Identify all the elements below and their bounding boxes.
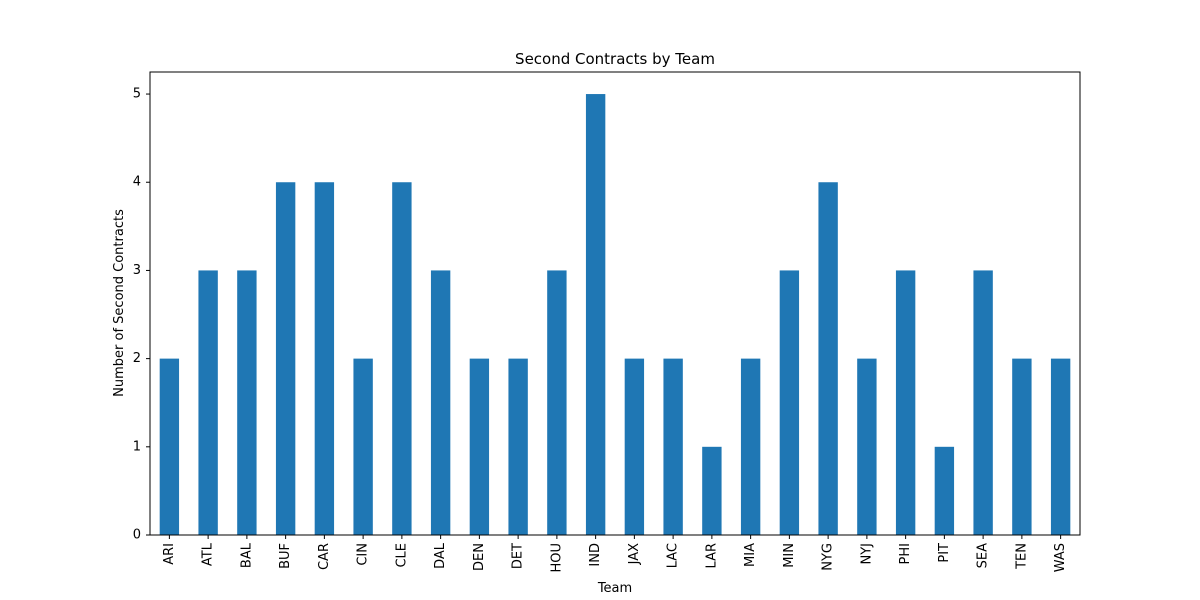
x-tick-label: MIN (782, 543, 797, 568)
x-tick-label: NYG (821, 543, 836, 571)
x-tick-label: MIA (743, 543, 758, 567)
bar-cle (392, 182, 412, 536)
bar-ind (585, 94, 606, 536)
bar-ten (1012, 358, 1032, 535)
y-tick-label: 2 (133, 351, 141, 366)
bar-jax (624, 358, 645, 535)
x-tick-label: BAL (239, 542, 254, 568)
bar-ari (159, 358, 180, 535)
y-ticks-group: 0 1 2 3 4 5 (133, 87, 150, 543)
bar-lar (702, 446, 722, 535)
bar-cin (353, 358, 373, 535)
bar-mia (740, 358, 761, 535)
plot-frame (149, 71, 1081, 536)
x-tick-label: LAC (666, 543, 681, 568)
x-tick-label: DEN (472, 543, 487, 571)
y-tick-label: 1 (133, 439, 141, 454)
x-ticks-group: ARI ATL BAL BUF CAR CIN CLE DAL DEN DET HOU IND JAX L… (162, 535, 1068, 573)
x-tick-label: DET (511, 543, 526, 569)
x-axis-label: Team (597, 581, 632, 596)
bar-lac (663, 358, 683, 535)
x-tick-label: CAR (317, 543, 332, 570)
bar-nyg (818, 182, 838, 536)
x-tick-label: PIT (937, 543, 952, 563)
bar-sea (973, 270, 993, 535)
bar-dal (430, 270, 451, 535)
x-tick-label: JAX (627, 543, 642, 565)
x-tick-label: ATL (201, 542, 216, 566)
y-tick-label: 4 (133, 175, 141, 190)
bar-pit (934, 446, 955, 535)
bar-was (1050, 358, 1071, 535)
bars-group (159, 94, 1071, 536)
bar-hou (547, 270, 567, 535)
x-tick-label: SEA (976, 543, 991, 568)
bar-car (314, 182, 335, 536)
bar-den (469, 358, 490, 535)
bar-atl (198, 270, 218, 535)
x-tick-label: ARI (162, 543, 177, 565)
x-tick-label: WAS (1053, 543, 1068, 572)
x-tick-label: LAR (704, 543, 719, 568)
bar-phi (895, 270, 916, 535)
chart-title: Second Contracts by Team (515, 50, 715, 68)
bar-buf (275, 182, 296, 536)
y-tick-label: 5 (133, 87, 141, 102)
y-tick-label: 0 (133, 528, 141, 543)
bar-min (779, 270, 800, 535)
bar-det (508, 358, 528, 535)
y-axis-label: Number of Second Contracts (112, 209, 127, 397)
x-tick-label: BUF (278, 543, 293, 569)
x-tick-label: DAL (433, 542, 448, 569)
x-tick-label: IND (588, 543, 603, 567)
y-tick-label: 3 (133, 263, 141, 278)
x-tick-label: CIN (356, 543, 371, 566)
bar-bal (237, 270, 257, 535)
x-tick-label: TEN (1014, 543, 1029, 570)
x-tick-label: NYJ (859, 543, 874, 565)
x-tick-label: PHI (898, 543, 913, 564)
bar-nyj (857, 358, 877, 535)
x-tick-label: CLE (394, 543, 409, 568)
x-tick-label: HOU (549, 543, 564, 573)
